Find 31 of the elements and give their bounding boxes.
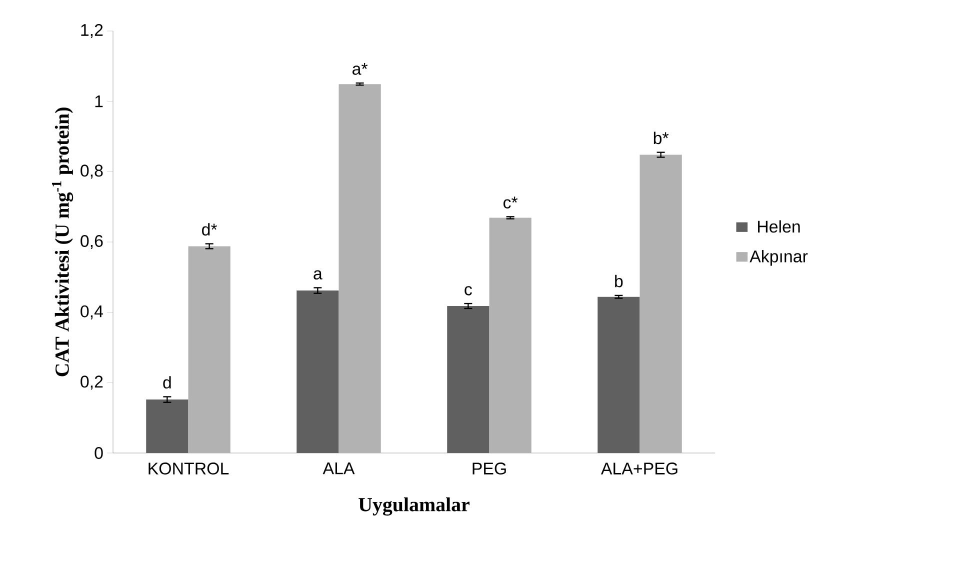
y-tick-label: 0	[94, 447, 103, 459]
bar	[146, 400, 188, 453]
annotation: b	[615, 274, 623, 288]
bar	[598, 296, 640, 453]
annotation: a	[314, 270, 322, 280]
y-tick-label: 0,2	[80, 376, 103, 390]
x-axis-title: Uygulamalar	[358, 497, 470, 516]
bar	[296, 290, 339, 453]
y-axis-title: CAT Aktivitesi (U mg$^{-1}$ protein)	[52, 108, 74, 376]
bar	[338, 84, 381, 453]
annotation: a*	[352, 63, 368, 75]
annotation: d*	[202, 223, 218, 236]
bar	[489, 218, 532, 453]
annotation: c	[464, 286, 472, 296]
annotation: c*	[504, 196, 518, 208]
legend-label: Akpınar	[750, 250, 808, 266]
x-tick-label: PEG	[472, 462, 506, 475]
x-tick-label: KONTROL	[148, 462, 229, 475]
annotation: d	[163, 376, 171, 389]
annotation: b*	[654, 132, 669, 144]
x-tick-label: ALA+PEG	[600, 462, 678, 475]
legend-label: Helen	[758, 220, 800, 233]
y-tick-label: 0,8	[80, 164, 103, 179]
y-tick-label: 1,2	[81, 24, 103, 38]
x-tick-label: ALA	[322, 462, 355, 474]
bar	[447, 306, 490, 453]
y-tick-label: 0,4	[80, 305, 103, 320]
bar	[640, 154, 682, 453]
bar	[188, 246, 230, 453]
y-tick-label: 1	[95, 96, 103, 108]
y-tick-label: 0,6	[80, 235, 103, 249]
